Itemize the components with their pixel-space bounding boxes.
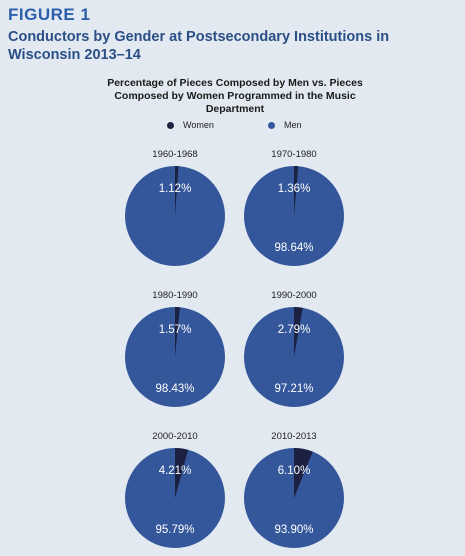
women-value-label: 1.57% — [159, 324, 192, 336]
women-slice — [175, 448, 189, 498]
figure-label: FIGURE 1 — [8, 5, 91, 24]
men-value-label: 98.64% — [274, 242, 313, 254]
legend-women-label: Women — [183, 120, 214, 130]
men-value-label: 95.79% — [155, 524, 194, 536]
legend-men: Men — [268, 120, 302, 130]
pie-1970-1980: 1970-1980 1.36% 98.64% — [244, 149, 344, 266]
pie-period-label: 1970-1980 — [271, 149, 316, 160]
women-value-label: 2.79% — [278, 324, 311, 336]
women-value-label: 1.12% — [159, 183, 192, 195]
women-swatch — [167, 121, 174, 129]
women-value-label: 1.36% — [278, 183, 311, 195]
women-slice — [175, 307, 180, 357]
pie-1960-1968: 1960-1968 1.12% — [125, 149, 225, 266]
women-value-label: 6.10% — [278, 465, 311, 477]
legend-men-label: Men — [284, 120, 302, 130]
pie-period-label: 1980-1990 — [152, 290, 197, 301]
legend-women: Women — [167, 120, 214, 130]
pie-period-label: 2000-2010 — [152, 431, 197, 442]
pie-2010-2013: 2010-2013 6.10% 93.90% — [244, 431, 344, 548]
women-slice — [294, 448, 313, 498]
page-title: Conductors by Gender at Postsecondary In… — [8, 29, 390, 63]
men-value-label: 98.43% — [155, 383, 194, 395]
pie-1990-2000: 1990-2000 2.79% 97.21% — [244, 290, 344, 407]
women-slice — [294, 307, 303, 357]
men-value-label: 97.21% — [274, 383, 313, 395]
women-value-label: 4.21% — [159, 465, 192, 477]
pie-period-label: 1960-1968 — [152, 149, 197, 160]
women-slice — [294, 165, 299, 216]
chart-title: Percentage of Pieces Composed by Men vs.… — [107, 77, 363, 115]
pie-period-label: 1990-2000 — [271, 290, 316, 301]
pie-2000-2010: 2000-2010 4.21% 95.79% — [125, 431, 225, 548]
pie-1980-1990: 1980-1990 1.57% 98.43% — [125, 290, 225, 407]
men-value-label: 93.90% — [274, 524, 313, 536]
men-swatch — [268, 121, 275, 129]
pie-period-label: 2010-2013 — [271, 431, 316, 442]
women-slice — [175, 165, 179, 216]
